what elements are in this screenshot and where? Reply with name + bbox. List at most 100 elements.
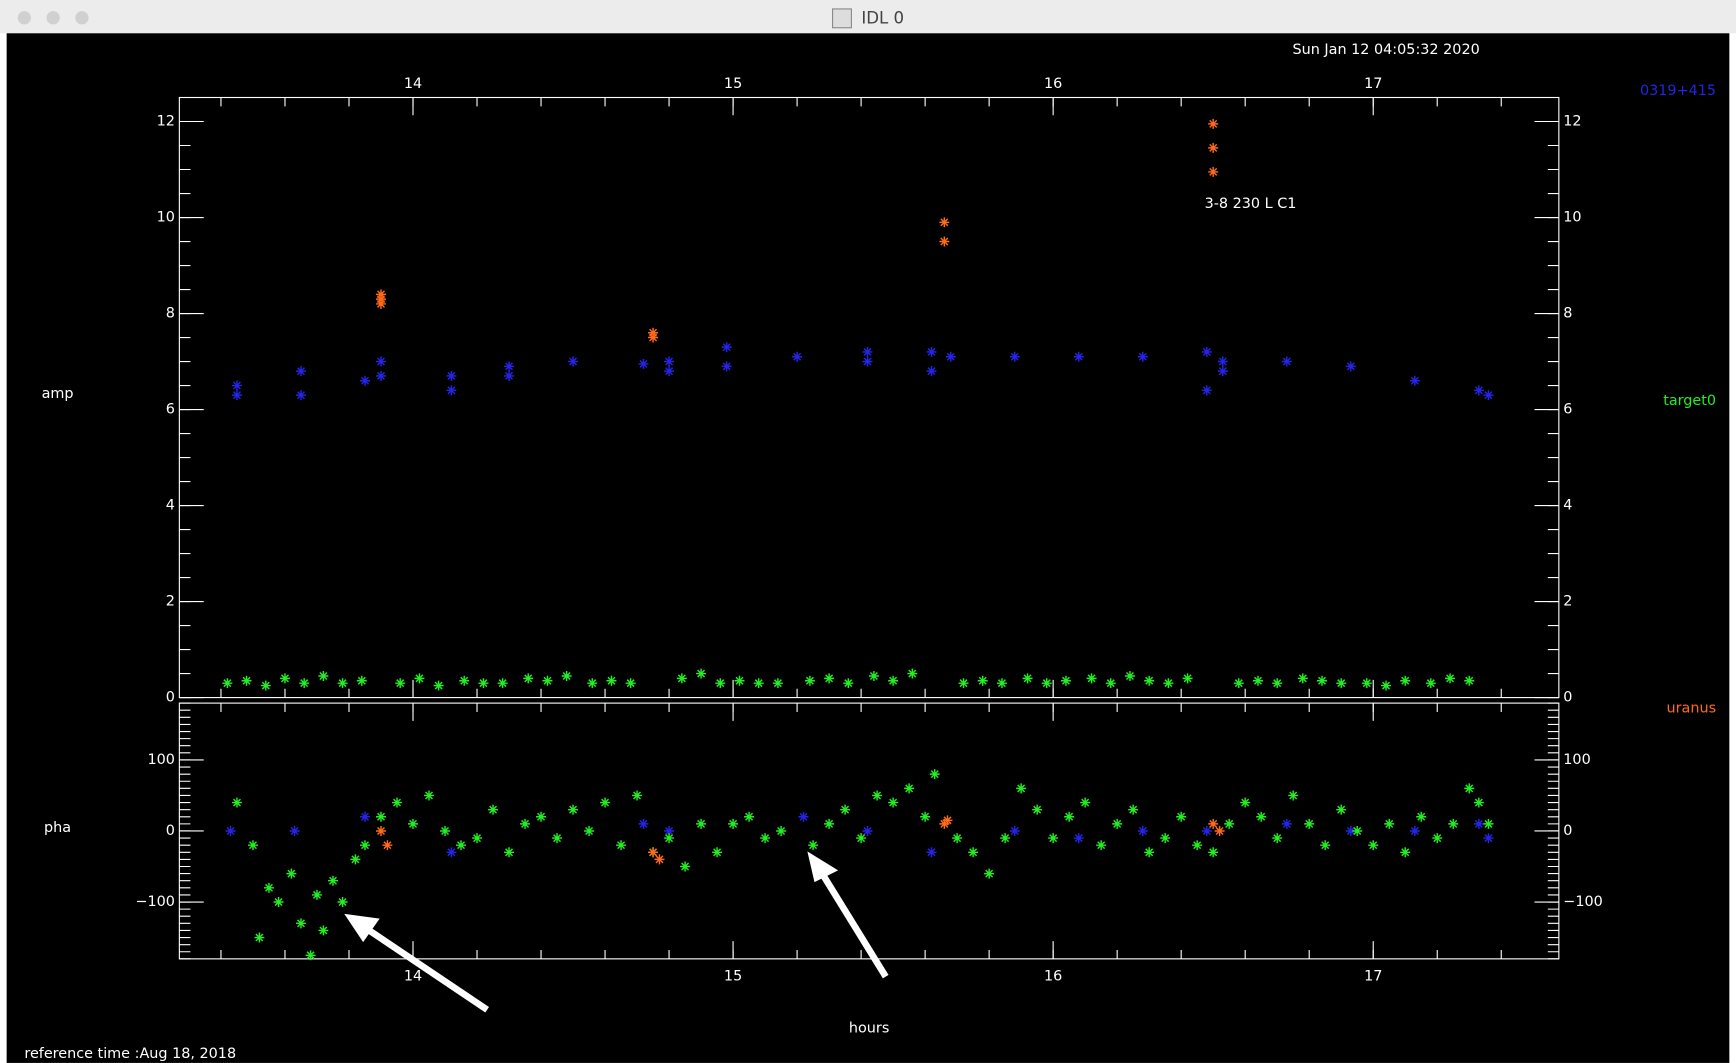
data-point bbox=[552, 833, 563, 844]
y-tick-label: 0 bbox=[1563, 690, 1572, 706]
data-point bbox=[664, 356, 675, 367]
data-point bbox=[664, 833, 675, 844]
data-point bbox=[696, 818, 707, 829]
data-point bbox=[804, 675, 815, 686]
data-point bbox=[1214, 826, 1225, 836]
data-point bbox=[392, 797, 402, 808]
data-point bbox=[568, 356, 579, 367]
minimize-button[interactable] bbox=[46, 11, 60, 25]
y-axis-label: amp bbox=[42, 386, 74, 402]
data-point bbox=[1361, 678, 1372, 689]
data-point bbox=[996, 678, 1007, 689]
data-point bbox=[446, 385, 457, 396]
data-point bbox=[1320, 840, 1331, 851]
data-point bbox=[456, 840, 467, 851]
data-point bbox=[1048, 833, 1059, 844]
data-point bbox=[328, 875, 338, 886]
data-point bbox=[1317, 675, 1327, 686]
x-tick-label: 16 bbox=[1044, 76, 1062, 92]
zoom-button[interactable] bbox=[75, 11, 89, 25]
data-point bbox=[1009, 351, 1020, 362]
data-point bbox=[360, 375, 370, 386]
data-point bbox=[1073, 351, 1084, 362]
data-point bbox=[247, 840, 258, 851]
data-point bbox=[1022, 673, 1033, 684]
data-point bbox=[446, 370, 457, 381]
data-point bbox=[1000, 833, 1011, 844]
data-point bbox=[382, 840, 393, 851]
data-point bbox=[1400, 675, 1411, 686]
plot-area bbox=[6, 33, 1730, 1063]
data-point bbox=[648, 847, 659, 858]
data-point bbox=[260, 680, 271, 691]
data-point bbox=[1182, 673, 1193, 684]
data-point bbox=[520, 818, 531, 829]
y-tick-label: 4 bbox=[1563, 498, 1572, 514]
data-point bbox=[920, 811, 931, 822]
data-point bbox=[664, 366, 675, 377]
y-tick-label: 0 bbox=[166, 690, 175, 706]
data-point bbox=[1073, 833, 1084, 844]
y-tick-label: −100 bbox=[135, 894, 174, 910]
data-point bbox=[1464, 675, 1475, 686]
data-point bbox=[984, 868, 995, 879]
x-tick-label: 16 bbox=[1044, 969, 1062, 985]
data-point bbox=[1304, 818, 1315, 829]
data-point bbox=[225, 826, 236, 836]
data-point bbox=[712, 847, 723, 858]
data-point bbox=[715, 678, 726, 689]
data-point bbox=[1473, 797, 1484, 808]
data-point bbox=[286, 868, 297, 879]
data-point bbox=[1425, 678, 1436, 689]
data-point bbox=[926, 366, 937, 377]
data-point bbox=[561, 670, 572, 681]
data-point bbox=[231, 380, 242, 391]
data-point bbox=[1288, 790, 1299, 801]
x-tick-label: 15 bbox=[724, 969, 742, 985]
legend-entry: uranus bbox=[1667, 701, 1717, 717]
data-point bbox=[843, 678, 854, 689]
data-point bbox=[376, 370, 386, 381]
data-point bbox=[638, 358, 649, 369]
data-point bbox=[1445, 673, 1456, 684]
data-point bbox=[648, 332, 659, 343]
data-point bbox=[1016, 783, 1027, 794]
data-point bbox=[360, 811, 370, 822]
window-title: IDL 0 bbox=[861, 8, 904, 27]
data-point bbox=[1208, 118, 1219, 129]
data-point bbox=[1448, 818, 1459, 829]
y-tick-label: 100 bbox=[1563, 752, 1590, 768]
plot-frame bbox=[178, 96, 1560, 699]
data-point bbox=[318, 670, 329, 681]
data-point bbox=[696, 668, 707, 679]
data-point bbox=[1144, 847, 1155, 858]
data-point bbox=[1464, 783, 1475, 794]
data-point bbox=[1381, 680, 1392, 691]
data-point bbox=[1163, 678, 1174, 689]
x-tick-label: 17 bbox=[1364, 969, 1382, 985]
data-point bbox=[299, 678, 310, 689]
data-point bbox=[395, 678, 406, 689]
close-button[interactable] bbox=[17, 11, 31, 25]
data-point bbox=[1473, 385, 1484, 396]
data-point bbox=[721, 342, 732, 353]
data-point bbox=[862, 826, 873, 836]
data-point bbox=[1352, 826, 1363, 836]
data-point bbox=[296, 918, 306, 929]
data-point bbox=[600, 797, 611, 808]
data-point bbox=[1144, 675, 1155, 686]
data-point bbox=[824, 818, 835, 829]
data-point bbox=[1240, 797, 1251, 808]
y-tick-label: 0 bbox=[166, 823, 175, 839]
data-point bbox=[926, 847, 937, 858]
data-point bbox=[977, 675, 988, 686]
data-point bbox=[625, 678, 636, 689]
y-tick-label: 2 bbox=[1563, 594, 1572, 610]
data-point bbox=[942, 815, 953, 826]
y-tick-label: 12 bbox=[157, 114, 175, 130]
data-point bbox=[808, 840, 819, 851]
data-point bbox=[1432, 833, 1443, 844]
data-point bbox=[440, 826, 450, 836]
data-point bbox=[1345, 361, 1356, 372]
